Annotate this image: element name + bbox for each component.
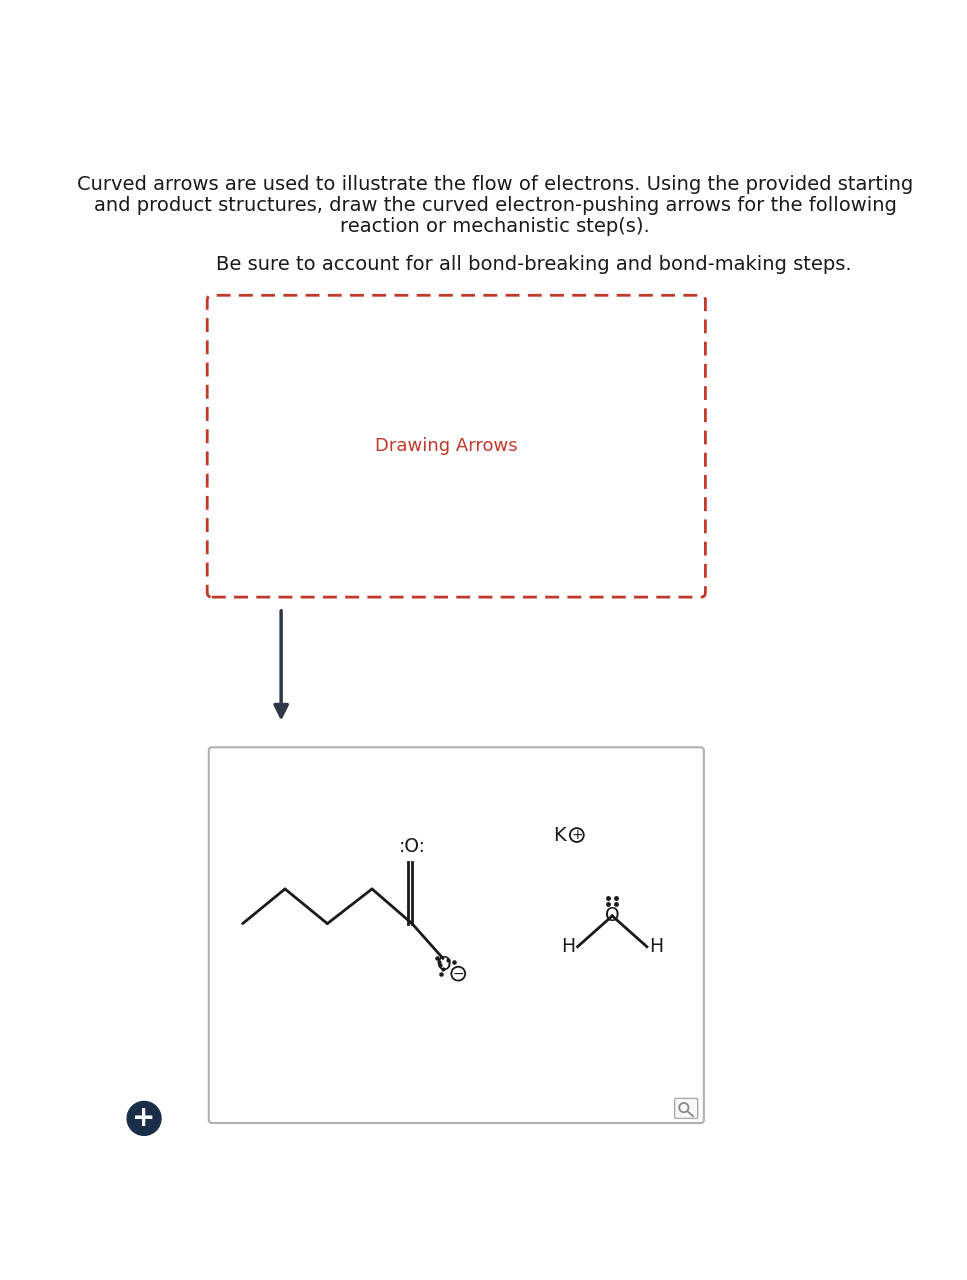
Text: K: K: [553, 826, 566, 845]
Text: O: O: [605, 906, 620, 925]
Text: H: H: [561, 937, 575, 956]
FancyBboxPatch shape: [675, 1098, 698, 1119]
Text: reaction or mechanistic step(s).: reaction or mechanistic step(s).: [340, 216, 650, 236]
Text: +: +: [132, 1105, 156, 1133]
Text: +: +: [571, 828, 583, 842]
Text: and product structures, draw the curved electron-pushing arrows for the followin: and product structures, draw the curved …: [94, 196, 896, 215]
Text: :O:: :O:: [398, 837, 425, 856]
FancyBboxPatch shape: [209, 748, 704, 1123]
Text: Drawing Arrows: Drawing Arrows: [375, 438, 518, 456]
FancyBboxPatch shape: [207, 296, 705, 596]
Text: −: −: [453, 966, 464, 980]
Text: Be sure to account for all bond-breaking and bond-making steps.: Be sure to account for all bond-breaking…: [216, 255, 851, 274]
Text: Curved arrows are used to illustrate the flow of electrons. Using the provided s: Curved arrows are used to illustrate the…: [77, 175, 913, 195]
Circle shape: [127, 1102, 161, 1135]
Text: O: O: [437, 955, 452, 974]
Text: H: H: [649, 937, 663, 956]
